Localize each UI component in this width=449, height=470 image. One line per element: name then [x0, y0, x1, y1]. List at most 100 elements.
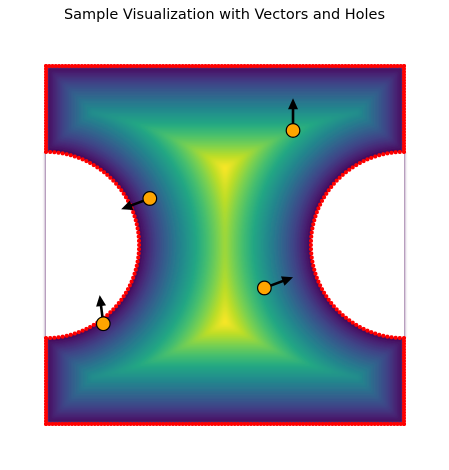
- boundary-point-bottom: [63, 422, 68, 426]
- boundary-point-top: [141, 64, 146, 68]
- boundary-point-side: [44, 75, 48, 80]
- boundary-point-top: [96, 64, 101, 68]
- boundary-point-hole: [369, 330, 374, 335]
- boundary-point-hole: [365, 157, 370, 162]
- boundary-point-bottom: [291, 422, 296, 426]
- boundary-point-hole: [329, 301, 334, 306]
- boundary-point-top: [203, 64, 208, 68]
- boundary-point-side: [44, 338, 48, 343]
- boundary-point-hole: [361, 326, 366, 331]
- boundary-point-side: [402, 338, 406, 343]
- boundary-point-top: [128, 64, 133, 68]
- boundary-point-side: [44, 72, 48, 77]
- boundary-point-hole: [127, 283, 132, 288]
- boundary-point-bottom: [375, 422, 380, 426]
- boundary-point-side: [402, 101, 406, 106]
- boundary-point-side: [44, 86, 48, 91]
- boundary-point-side: [44, 347, 48, 352]
- boundary-point-side: [44, 416, 48, 421]
- boundary-point-top: [379, 64, 384, 68]
- boundary-point-side: [44, 69, 48, 74]
- boundary-point-top: [375, 64, 380, 68]
- boundary-point-hole: [381, 152, 386, 157]
- boundary-point-hole: [357, 324, 362, 329]
- boundary-point-bottom: [125, 422, 130, 426]
- boundary-point-side: [402, 81, 406, 86]
- boundary-point-top: [245, 64, 250, 68]
- boundary-point-hole: [373, 154, 378, 159]
- boundary-point-hole: [326, 188, 331, 193]
- boundary-point-hole: [318, 202, 323, 207]
- boundary-point-side: [44, 376, 48, 381]
- boundary-point-bottom: [118, 422, 123, 426]
- boundary-point-side: [402, 393, 406, 398]
- boundary-point-hole: [64, 333, 69, 338]
- boundary-point-bottom: [177, 422, 182, 426]
- boundary-point-bottom: [96, 422, 101, 426]
- boundary-point-top: [323, 64, 328, 68]
- boundary-point-top: [398, 64, 403, 68]
- boundary-point-hole: [119, 297, 124, 302]
- boundary-point-side: [44, 104, 48, 109]
- boundary-point-hole: [340, 313, 345, 318]
- vector-origin-marker: [285, 123, 301, 138]
- boundary-point-hole: [88, 324, 93, 329]
- boundary-point-side: [402, 64, 406, 68]
- boundary-point-bottom: [382, 422, 387, 426]
- boundary-point-top: [327, 64, 332, 68]
- boundary-point-top: [281, 64, 286, 68]
- boundary-point-bottom: [340, 422, 345, 426]
- boundary-point-hole: [52, 150, 57, 155]
- boundary-point-side: [44, 135, 48, 140]
- boundary-point-top: [177, 64, 182, 68]
- boundary-point-bottom: [109, 422, 114, 426]
- boundary-point-side: [402, 344, 406, 349]
- chart-title: Sample Visualization with Vectors and Ho…: [63, 7, 386, 23]
- boundary-point-hole: [337, 310, 342, 315]
- boundary-point-hole: [308, 243, 313, 247]
- boundary-point-bottom: [252, 422, 257, 426]
- boundary-point-hole: [131, 210, 136, 215]
- boundary-point-side: [402, 144, 406, 149]
- boundary-point-side: [44, 373, 48, 378]
- boundary-point-top: [392, 64, 397, 68]
- boundary-point-hole: [52, 335, 57, 340]
- boundary-point-top: [297, 64, 302, 68]
- vector-origin-marker: [256, 280, 272, 296]
- boundary-point-side: [44, 95, 48, 100]
- boundary-point-top: [196, 64, 201, 68]
- boundary-point-hole: [361, 159, 366, 164]
- boundary-point-top: [115, 64, 120, 68]
- boundary-point-hole: [393, 335, 398, 340]
- boundary-point-top: [320, 64, 325, 68]
- boundary-point-bottom: [105, 422, 110, 426]
- boundary-point-side: [44, 92, 48, 97]
- boundary-point-hole: [309, 238, 314, 243]
- boundary-point-hole: [64, 152, 69, 157]
- boundary-point-hole: [105, 313, 110, 318]
- boundary-point-side: [402, 147, 406, 152]
- boundary-point-bottom: [223, 422, 227, 426]
- boundary-point-hole: [314, 275, 319, 280]
- boundary-point-side: [402, 106, 406, 111]
- boundary-point-top: [229, 64, 234, 68]
- boundary-point-bottom: [164, 422, 169, 426]
- boundary-point-side: [402, 124, 406, 129]
- boundary-point-top: [262, 64, 267, 68]
- boundary-point-top: [50, 64, 55, 68]
- boundary-point-hole: [137, 243, 142, 247]
- boundary-point-top: [213, 64, 218, 68]
- boundary-point-side: [402, 404, 406, 409]
- boundary-point-side: [44, 387, 48, 392]
- boundary-point-hole: [365, 328, 370, 333]
- boundary-point-bottom: [144, 422, 149, 426]
- boundary-point-bottom: [388, 422, 393, 426]
- boundary-point-side: [402, 396, 406, 401]
- boundary-point-hole: [136, 255, 141, 260]
- boundary-point-side: [402, 353, 406, 358]
- boundary-point-hole: [108, 175, 113, 180]
- boundary-point-hole: [313, 214, 318, 219]
- boundary-point-hole: [393, 150, 398, 155]
- boundary-point-hole: [331, 181, 336, 186]
- boundary-point-bottom: [239, 422, 244, 426]
